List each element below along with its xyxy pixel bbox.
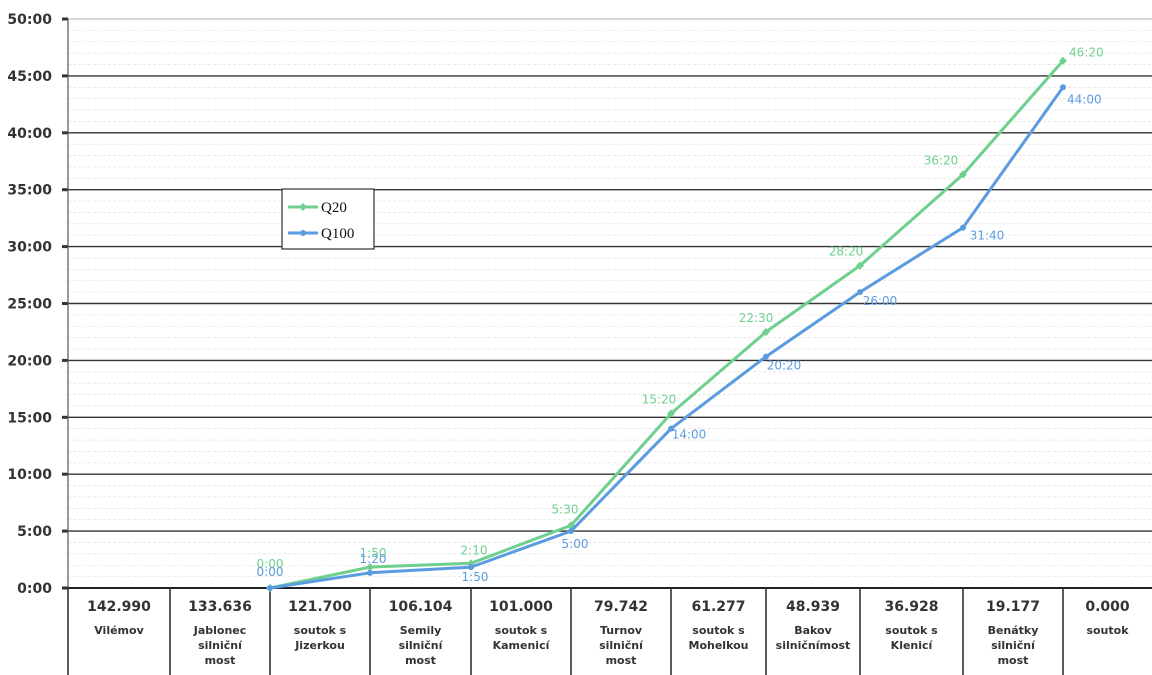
category-km-label: 48.939	[786, 599, 840, 615]
data-point	[959, 170, 967, 179]
data-label: 26:00	[863, 294, 898, 308]
category-name-label: silničnímost	[776, 639, 851, 652]
category-name-label: Jizerkou	[294, 639, 345, 652]
legend-marker	[300, 230, 306, 236]
y-tick-label: 45:00	[7, 69, 52, 85]
category-km-label: 0.000	[1085, 599, 1130, 615]
category-name-label: silniční	[991, 639, 1036, 652]
data-point	[267, 585, 273, 591]
category-name-label: Bakov	[794, 624, 832, 637]
data-label: 44:00	[1067, 92, 1102, 106]
data-label: 5:30	[552, 502, 579, 516]
y-tick-label: 20:00	[7, 353, 52, 369]
data-label: 14:00	[672, 428, 707, 442]
category-name-label: silniční	[599, 639, 644, 652]
category-name-label: soutok s	[294, 624, 347, 637]
data-point	[668, 425, 674, 432]
category-name-label: Benátky	[988, 624, 1039, 637]
data-label: 20:20	[767, 359, 802, 373]
data-label: 1:50	[462, 570, 489, 584]
category-name-label: most	[998, 654, 1029, 667]
category-km-label: 106.104	[389, 599, 453, 615]
data-point	[667, 409, 675, 418]
category-name-label: Kamenicí	[493, 639, 551, 652]
y-axis: 0:00 5:00 10:00 15:00 20:00 25:00 30:00 35:00 40…	[7, 12, 69, 597]
category-name-label: Mohelkou	[689, 639, 749, 652]
category-name-label: Semily	[400, 624, 442, 637]
data-label: 28:20	[829, 245, 864, 259]
category-km-label: 133.636	[188, 599, 252, 615]
data-label: 1:50	[360, 546, 387, 560]
category-name-label: silniční	[198, 639, 243, 652]
data-point	[857, 289, 863, 296]
category-name-label: soutok s	[885, 624, 938, 637]
y-tick-label: 35:00	[7, 183, 52, 199]
category-name-label: Klenicí	[891, 639, 934, 652]
data-point	[763, 353, 769, 360]
data-point	[762, 327, 770, 336]
category-km-label: 101.000	[489, 599, 553, 615]
data-labels: 0:00 1:50 2:10 5:30 15:20 22:30 28:20 36:20 46:2…	[257, 46, 1104, 584]
category-name-label: Jablonec	[193, 624, 247, 637]
y-tick-label: 0:00	[17, 581, 52, 597]
data-label: 0:00	[257, 557, 284, 571]
data-label: 15:20	[642, 393, 677, 407]
y-tick-label: 40:00	[7, 126, 52, 142]
x-axis: 142.990Vilémov133.636Jablonecsilničnímos…	[67, 587, 1152, 675]
y-tick-label: 50:00	[7, 12, 52, 28]
category-name-label: most	[606, 654, 637, 667]
data-label: 1:20	[360, 552, 387, 566]
data-label: 0:00	[257, 565, 284, 579]
legend-label: Q20	[321, 200, 347, 216]
legend-box	[281, 188, 375, 250]
y-tick-label: 30:00	[7, 240, 52, 256]
category-name-label: soutok	[1086, 624, 1129, 637]
data-label: 46:20	[1069, 46, 1104, 60]
category-name-label: soutok s	[495, 624, 548, 637]
category-name-label: soutok s	[692, 624, 745, 637]
category-km-label: 79.742	[594, 599, 648, 615]
data-point	[856, 261, 864, 270]
y-tick-label: 10:00	[7, 467, 52, 483]
legend-marker	[299, 203, 307, 211]
data-point	[1059, 56, 1067, 65]
legend: Q20 Q100	[281, 188, 375, 250]
y-tick-label: 15:00	[7, 410, 52, 426]
category-km-label: 61.277	[691, 599, 745, 615]
category-km-label: 36.928	[884, 599, 938, 615]
data-point	[568, 528, 574, 535]
category-name-label: silniční	[399, 639, 444, 652]
category-name-label: Vilémov	[94, 624, 144, 637]
series-layer	[266, 56, 1067, 592]
data-point	[468, 564, 474, 571]
category-km-label: 142.990	[87, 599, 151, 615]
data-point	[960, 224, 966, 231]
category-km-label: 121.700	[288, 599, 352, 615]
data-point	[367, 569, 373, 576]
data-point	[1060, 84, 1066, 91]
data-label: 22:30	[739, 311, 774, 325]
category-name-label: most	[405, 654, 436, 667]
series-line-q20	[269, 59, 1065, 590]
data-point	[366, 563, 374, 572]
data-label: 36:20	[924, 154, 959, 168]
data-label: 31:40	[970, 229, 1005, 243]
data-label: 5:00	[562, 537, 589, 551]
data-label: 2:10	[461, 543, 488, 557]
legend-label: Q100	[321, 226, 354, 242]
category-km-label: 19.177	[986, 599, 1040, 615]
y-tick-label: 25:00	[7, 297, 52, 313]
y-tick-label: 5:00	[17, 524, 52, 540]
gridlines	[68, 18, 1152, 589]
category-name-label: Turnov	[600, 624, 643, 637]
category-name-label: most	[205, 654, 236, 667]
